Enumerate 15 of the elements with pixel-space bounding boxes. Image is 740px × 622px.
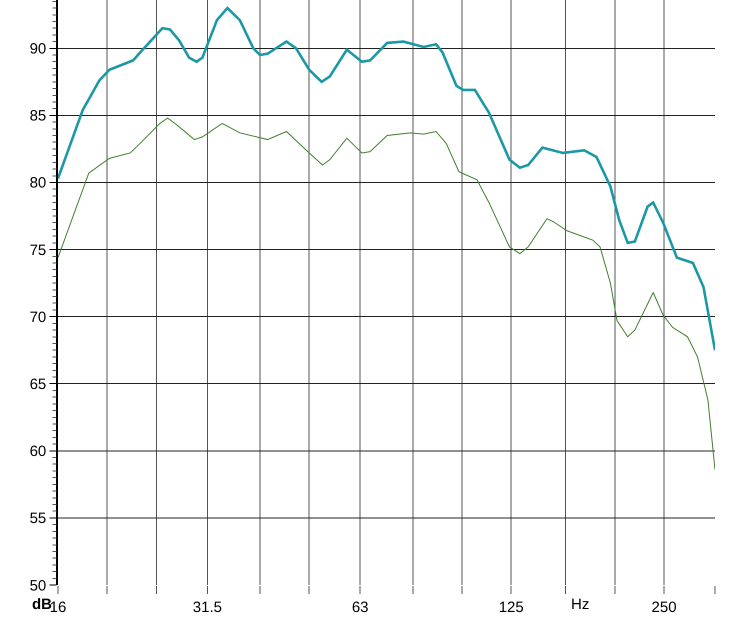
y-tick-label: 65 (30, 376, 46, 393)
y-tick-label: 90 (30, 40, 46, 58)
x-axis-title: Hz (571, 596, 590, 613)
y-tick-label: 75 (30, 242, 46, 259)
y-tick-label: 60 (30, 443, 46, 460)
x-tick-label: 125 (498, 599, 524, 616)
x-tick-label: 63 (352, 599, 369, 616)
x-tick-label: 31.5 (192, 599, 222, 616)
y-tick-label: 80 (30, 174, 46, 192)
y-tick-label: 85 (30, 108, 46, 125)
x-tick-label: 250 (652, 599, 677, 616)
y-tick-label: 50 (30, 577, 46, 594)
y-tick-label: 55 (30, 510, 46, 528)
y-tick-label: 70 (30, 308, 46, 326)
x-tick-label: 16 (50, 599, 66, 616)
